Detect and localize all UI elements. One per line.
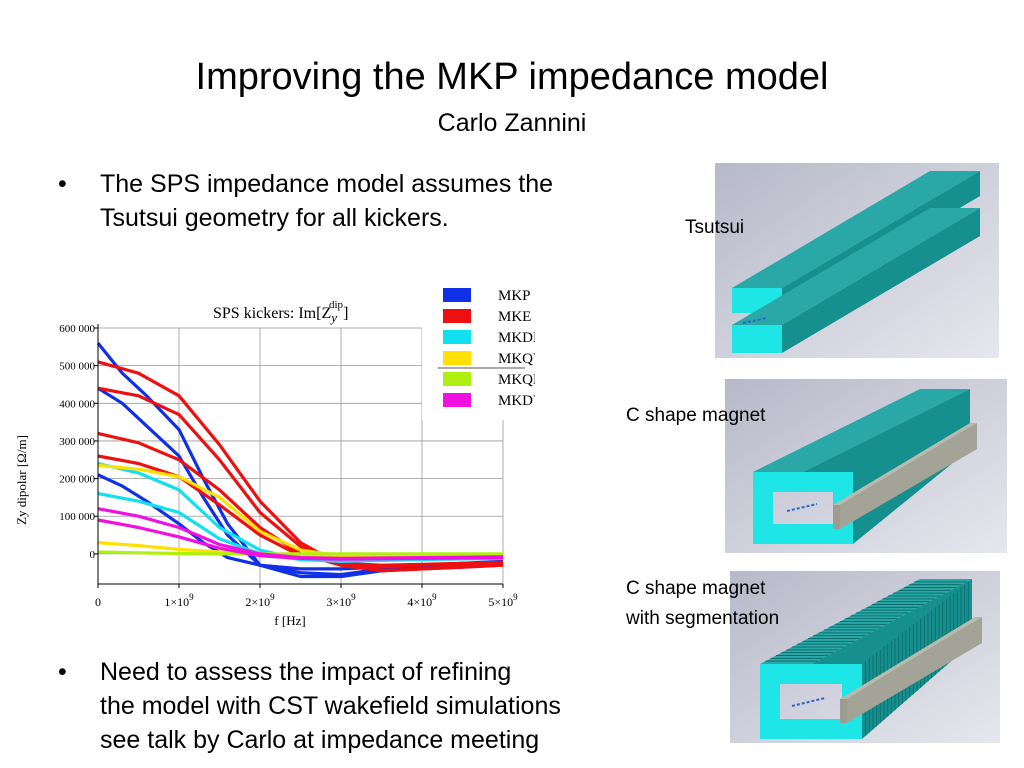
x-tick-label: 2×109 — [245, 592, 275, 609]
tsutsui-geometry-image — [715, 163, 999, 358]
y-tick-label: 200 000 — [59, 474, 95, 486]
x-tick-label: 0 — [95, 595, 101, 609]
x-tick-label: 1×109 — [164, 592, 194, 609]
legend-label-mkqh: MKQH — [498, 372, 535, 388]
legend-label-mkdh: MKDH — [498, 330, 535, 346]
bullet-marker: • — [58, 170, 67, 198]
bullet-point-2: • Need to assess the impact of refining … — [58, 655, 561, 757]
bullet-line: the model with CST wakefield simulations — [100, 692, 561, 720]
bullet-line: The SPS impedance model assumes the — [100, 170, 554, 198]
chart-title: SPS kickers: Im[Zydip] — [213, 299, 348, 325]
series-line-mkqh — [97, 550, 503, 556]
legend-swatch-mkdh — [443, 330, 471, 344]
bullet-line: Need to assess the impact of refining — [100, 658, 512, 686]
legend-label-mkdv: MKDV — [498, 393, 535, 409]
y-tick-label: 100 000 — [59, 511, 95, 523]
y-axis-label: Zy dipolar [Ω/m] — [14, 435, 29, 525]
c-shape-segmented-magnet-image — [730, 571, 1000, 743]
slide-title: Improving the MKP impedance model — [195, 56, 829, 98]
x-tick-label: 4×109 — [407, 592, 437, 609]
impedance-chart: 0 100 000 200 000 300 000 400 000 500 000 600 … — [10, 280, 544, 640]
legend-swatch-mkqh — [443, 372, 471, 386]
legend-label-mke: MKE — [498, 309, 531, 325]
caption-c-shape-segmented-2: with segmentation — [626, 608, 780, 629]
y-tick-label: 600 000 — [59, 323, 95, 335]
legend-background — [422, 280, 535, 420]
impedance-chart-svg: 0 100 000 200 000 300 000 400 000 500 000 600 … — [14, 280, 544, 628]
y-tick-label: 400 000 — [59, 398, 95, 410]
y-tick-label: 0 — [90, 549, 96, 561]
caption-c-shape: C shape magnet — [626, 405, 766, 426]
bullet-marker: • — [58, 658, 67, 686]
x-axis-label: f [Hz] — [274, 613, 305, 628]
caption-c-shape-segmented-1: C shape magnet — [626, 578, 766, 599]
series-line-mke — [97, 386, 504, 573]
legend-swatch-mkdv — [443, 393, 471, 407]
bullet-line: see talk by Carlo at impedance meeting — [100, 726, 540, 754]
legend-swatch-mkp — [443, 288, 471, 302]
y-tick-label: 300 000 — [59, 436, 95, 448]
bullet-line: Tsutsui geometry for all kickers. — [100, 204, 449, 232]
y-tick-label: 500 000 — [59, 361, 95, 373]
x-tick-label: 5×109 — [488, 592, 518, 609]
series-line-mkqv — [97, 463, 503, 558]
caption-tsutsui: Tsutsui — [685, 217, 745, 238]
legend-label-mkqv: MKQV — [498, 351, 535, 367]
series-line-mkdv — [97, 518, 504, 561]
legend-label-mkp: MKP — [498, 288, 531, 304]
c-shape-magnet-image — [725, 379, 1007, 553]
bullet-point-1: • The SPS impedance model assumes the Ts… — [58, 167, 554, 235]
x-tick-label: 3×109 — [326, 592, 356, 609]
legend-swatch-mkqv — [443, 351, 471, 365]
slide-subtitle: Carlo Zannini — [437, 109, 587, 137]
legend-swatch-mke — [443, 309, 471, 323]
